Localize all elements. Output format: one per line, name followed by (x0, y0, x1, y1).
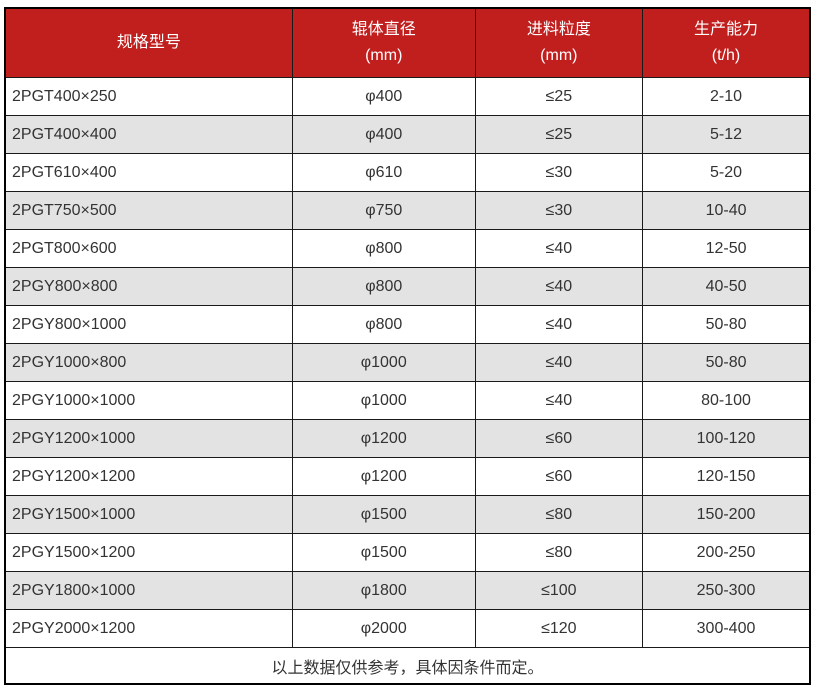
model-cell: 2PGT610×400 (4, 153, 293, 192)
table-row: 2PGY1000×1000 φ1000 ≤40 80-100 (4, 381, 811, 420)
diameter-cell: φ1000 (291, 381, 476, 420)
table-row: 2PGY1500×1000 φ1500 ≤80 150-200 (4, 495, 811, 534)
table-row: 2PGY1200×1000 φ1200 ≤60 100-120 (4, 419, 811, 458)
feed-size-cell: ≤30 (474, 153, 644, 192)
header-capacity-label: 生产能力 (694, 20, 759, 38)
diameter-cell: φ750 (291, 191, 476, 230)
table-row: 2PGY1200×1200 φ1200 ≤60 120-150 (4, 457, 811, 496)
diameter-cell: φ800 (291, 305, 476, 344)
table-row: 2PGY800×800 φ800 ≤40 40-50 (4, 267, 811, 306)
feed-size-cell: ≤40 (474, 343, 644, 382)
model-cell: 2PGY800×1000 (4, 305, 293, 344)
capacity-cell: 10-40 (642, 191, 811, 230)
table-row: 2PGY2000×1200 φ2000 ≤120 300-400 (4, 609, 811, 648)
spec-table: 规格型号 辊体直径 (mm) 进料粒度 (mm) 生产能力 (t/h) 2PGT… (4, 7, 811, 685)
capacity-cell: 50-80 (642, 305, 811, 344)
model-cell: 2PGY1500×1200 (4, 533, 293, 572)
model-cell: 2PGY1200×1000 (4, 419, 293, 458)
feed-size-cell: ≤30 (474, 191, 644, 230)
feed-size-cell: ≤100 (474, 571, 644, 610)
feed-size-cell: ≤25 (474, 77, 644, 116)
capacity-cell: 300-400 (642, 609, 811, 648)
feed-size-cell: ≤80 (474, 533, 644, 572)
table-row: 2PGT400×250 φ400 ≤25 2-10 (4, 77, 811, 116)
capacity-cell: 5-12 (642, 115, 811, 154)
diameter-cell: φ800 (291, 229, 476, 268)
diameter-cell: φ1200 (291, 457, 476, 496)
model-cell: 2PGT400×400 (4, 115, 293, 154)
capacity-cell: 150-200 (642, 495, 811, 534)
table-row: 2PGT750×500 φ750 ≤30 10-40 (4, 191, 811, 230)
feed-size-cell: ≤80 (474, 495, 644, 534)
diameter-cell: φ400 (291, 77, 476, 116)
spec-table-footer: 以上数据仅供参考，具体因条件而定。 (4, 647, 811, 685)
feed-size-cell: ≤120 (474, 609, 644, 648)
model-cell: 2PGY1500×1000 (4, 495, 293, 534)
header-diameter-unit: (mm) (365, 47, 403, 64)
footer-note: 以上数据仅供参考，具体因条件而定。 (4, 647, 811, 685)
diameter-cell: φ400 (291, 115, 476, 154)
capacity-cell: 50-80 (642, 343, 811, 382)
header-capacity-unit: (t/h) (711, 47, 741, 64)
header-row: 规格型号 辊体直径 (mm) 进料粒度 (mm) 生产能力 (t/h) (4, 7, 811, 78)
model-cell: 2PGY1000×800 (4, 343, 293, 382)
capacity-cell: 2-10 (642, 77, 811, 116)
diameter-cell: φ610 (291, 153, 476, 192)
table-row: 2PGY1500×1200 φ1500 ≤80 200-250 (4, 533, 811, 572)
header-feed-size-unit: (mm) (540, 47, 578, 64)
model-cell: 2PGY1000×1000 (4, 381, 293, 420)
table-row: 2PGT400×400 φ400 ≤25 5-12 (4, 115, 811, 154)
table-row: 2PGY800×1000 φ800 ≤40 50-80 (4, 305, 811, 344)
feed-size-cell: ≤40 (474, 305, 644, 344)
spec-table-container: 规格型号 辊体直径 (mm) 进料粒度 (mm) 生产能力 (t/h) 2PGT… (4, 7, 811, 685)
feed-size-cell: ≤40 (474, 229, 644, 268)
diameter-cell: φ1500 (291, 533, 476, 572)
footer-row: 以上数据仅供参考，具体因条件而定。 (4, 647, 811, 685)
model-cell: 2PGY1200×1200 (4, 457, 293, 496)
capacity-cell: 120-150 (642, 457, 811, 496)
capacity-cell: 200-250 (642, 533, 811, 572)
diameter-cell: φ2000 (291, 609, 476, 648)
capacity-cell: 12-50 (642, 229, 811, 268)
feed-size-cell: ≤40 (474, 267, 644, 306)
diameter-cell: φ1200 (291, 419, 476, 458)
table-row: 2PGY1800×1000 φ1800 ≤100 250-300 (4, 571, 811, 610)
feed-size-cell: ≤25 (474, 115, 644, 154)
header-cell-feed-size: 进料粒度 (mm) (474, 7, 644, 78)
spec-table-body: 2PGT400×250 φ400 ≤25 2-10 2PGT400×400 φ400 ≤25… (4, 77, 811, 648)
header-diameter-label: 辊体直径 (351, 20, 416, 38)
spec-table-header: 规格型号 辊体直径 (mm) 进料粒度 (mm) 生产能力 (t/h) (4, 7, 811, 78)
feed-size-cell: ≤60 (474, 457, 644, 496)
header-cell-model: 规格型号 (4, 7, 293, 78)
diameter-cell: φ800 (291, 267, 476, 306)
model-cell: 2PGT750×500 (4, 191, 293, 230)
table-row: 2PGY1000×800 φ1000 ≤40 50-80 (4, 343, 811, 382)
model-cell: 2PGY2000×1200 (4, 609, 293, 648)
capacity-cell: 40-50 (642, 267, 811, 306)
model-cell: 2PGT400×250 (4, 77, 293, 116)
capacity-cell: 100-120 (642, 419, 811, 458)
table-row: 2PGT800×600 φ800 ≤40 12-50 (4, 229, 811, 268)
model-cell: 2PGY800×800 (4, 267, 293, 306)
capacity-cell: 5-20 (642, 153, 811, 192)
model-cell: 2PGY1800×1000 (4, 571, 293, 610)
diameter-cell: φ1800 (291, 571, 476, 610)
capacity-cell: 250-300 (642, 571, 811, 610)
feed-size-cell: ≤40 (474, 381, 644, 420)
header-cell-diameter: 辊体直径 (mm) (291, 7, 476, 78)
table-row: 2PGT610×400 φ610 ≤30 5-20 (4, 153, 811, 192)
header-cell-capacity: 生产能力 (t/h) (642, 7, 811, 78)
diameter-cell: φ1000 (291, 343, 476, 382)
feed-size-cell: ≤60 (474, 419, 644, 458)
header-feed-size-label: 进料粒度 (526, 20, 591, 38)
model-cell: 2PGT800×600 (4, 229, 293, 268)
header-model-label: 规格型号 (116, 33, 181, 51)
diameter-cell: φ1500 (291, 495, 476, 534)
capacity-cell: 80-100 (642, 381, 811, 420)
